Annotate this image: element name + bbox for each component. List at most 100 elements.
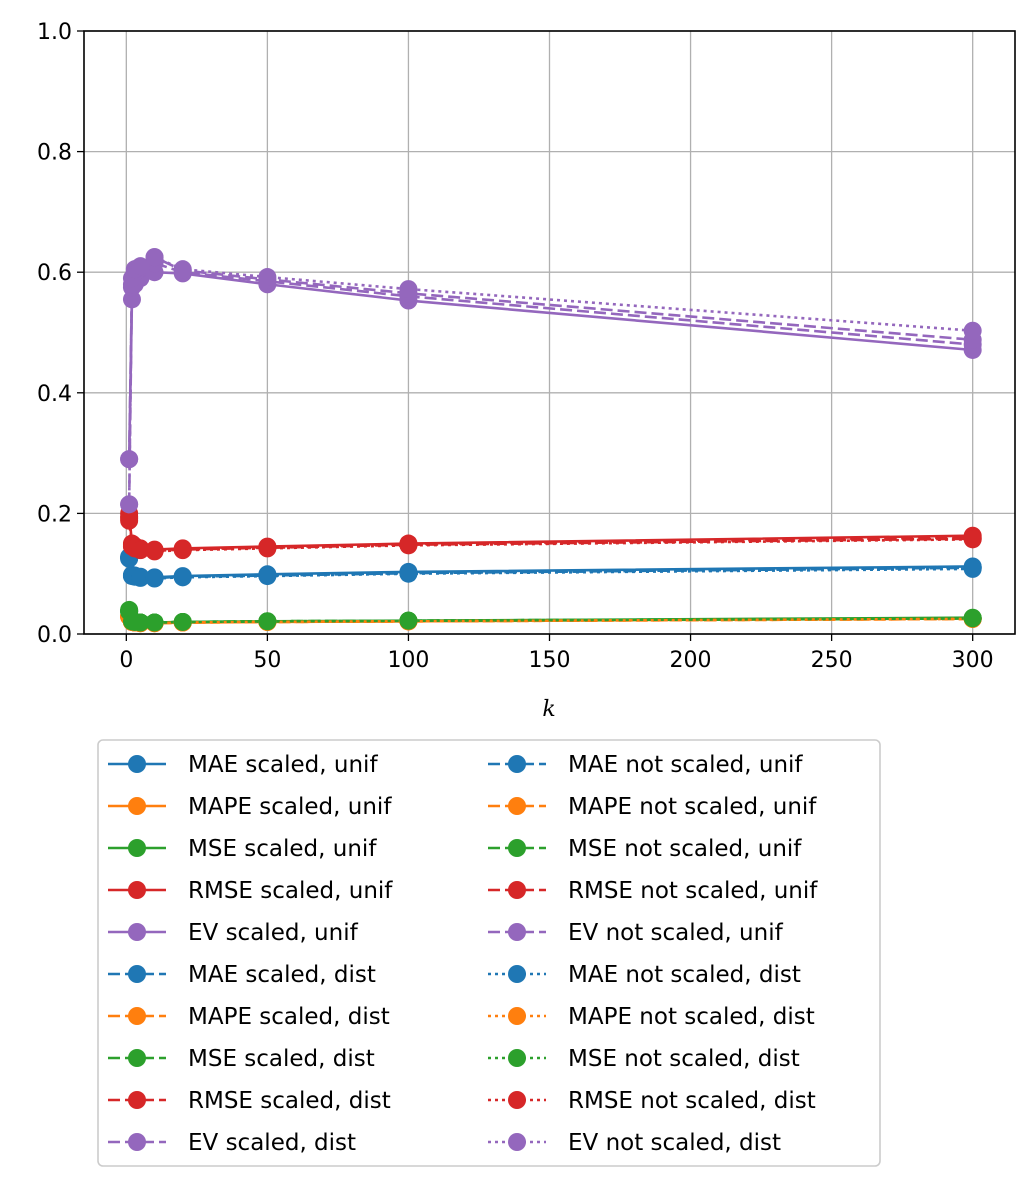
legend-entry: MAPE not scaled, dist bbox=[488, 1004, 815, 1030]
legend-entry: MAPE not scaled, unif bbox=[488, 794, 817, 820]
legend-marker bbox=[508, 755, 526, 773]
legend-entry: EV not scaled, unif bbox=[488, 920, 784, 946]
series-point-17 bbox=[963, 609, 982, 628]
series-point-19 bbox=[173, 260, 192, 279]
legend-label: MSE not scaled, unif bbox=[568, 836, 802, 862]
series-point-19 bbox=[120, 495, 139, 514]
legend-frame bbox=[97, 739, 881, 1167]
legend-label: MAE scaled, unif bbox=[188, 752, 378, 778]
legend-entry: EV scaled, dist bbox=[108, 1130, 356, 1156]
y-tick-label: 0.6 bbox=[37, 261, 72, 286]
series-point-15 bbox=[131, 568, 150, 587]
x-tick-label: 150 bbox=[529, 648, 571, 673]
series-point-19 bbox=[258, 268, 277, 287]
legend-entry: RMSE scaled, unif bbox=[108, 878, 393, 904]
series-point-18 bbox=[120, 511, 139, 530]
x-tick-label: 100 bbox=[387, 648, 429, 673]
legend-entry: MAE not scaled, unif bbox=[488, 752, 803, 778]
legend-marker bbox=[128, 965, 146, 983]
series-point-19 bbox=[131, 257, 150, 276]
legend-marker bbox=[508, 1091, 526, 1109]
series-point-15 bbox=[399, 564, 418, 583]
legend-entry: RMSE not scaled, unif bbox=[488, 878, 818, 904]
legend-label: RMSE scaled, dist bbox=[188, 1088, 391, 1114]
legend-marker bbox=[128, 881, 146, 899]
legend-marker bbox=[128, 755, 146, 773]
series-point-15 bbox=[258, 567, 277, 586]
legend-label: EV not scaled, dist bbox=[568, 1130, 781, 1156]
x-tick-label: 250 bbox=[811, 648, 853, 673]
legend-marker bbox=[508, 1007, 526, 1025]
legend-entry: EV not scaled, dist bbox=[488, 1130, 781, 1156]
legend-label: MAE scaled, dist bbox=[188, 962, 376, 988]
legend-label: MSE not scaled, dist bbox=[568, 1046, 800, 1072]
legend-label: MAPE scaled, unif bbox=[188, 794, 392, 820]
legend-label: RMSE not scaled, dist bbox=[568, 1088, 816, 1114]
y-tick-label: 0.8 bbox=[37, 141, 72, 166]
legend-label: MAPE not scaled, dist bbox=[568, 1004, 815, 1030]
legend-marker bbox=[128, 839, 146, 857]
legend-entry: RMSE scaled, dist bbox=[108, 1088, 391, 1114]
legend-marker bbox=[128, 1133, 146, 1151]
y-tick-label: 0.4 bbox=[37, 382, 72, 407]
legend-marker bbox=[128, 1049, 146, 1067]
legend-marker bbox=[508, 839, 526, 857]
legend-label: RMSE scaled, unif bbox=[188, 878, 393, 904]
legend-entry: MAE scaled, dist bbox=[108, 962, 376, 988]
legend-label: MAE not scaled, unif bbox=[568, 752, 803, 778]
x-tick-label: 50 bbox=[253, 648, 281, 673]
legend-marker bbox=[128, 923, 146, 941]
x-tick-label: 200 bbox=[670, 648, 712, 673]
x-tick-label: 300 bbox=[952, 648, 994, 673]
legend-entry: MAE scaled, unif bbox=[108, 752, 378, 778]
series-point-17 bbox=[173, 612, 192, 631]
legend-entry: MAE not scaled, dist bbox=[488, 962, 801, 988]
legend-marker bbox=[128, 1007, 146, 1025]
series-point-18 bbox=[131, 541, 150, 560]
legend-entry: MSE scaled, unif bbox=[108, 836, 377, 862]
y-tick-label: 0.2 bbox=[37, 502, 72, 527]
x-tick-label: 0 bbox=[119, 648, 133, 673]
series-point-18 bbox=[963, 530, 982, 549]
series-point-17 bbox=[145, 613, 164, 632]
legend-entry: MSE not scaled, dist bbox=[488, 1046, 800, 1072]
legend-label: MSE scaled, dist bbox=[188, 1046, 375, 1072]
legend-entry: EV scaled, unif bbox=[108, 920, 359, 946]
legend-label: EV scaled, dist bbox=[188, 1130, 356, 1156]
series-point-19 bbox=[145, 248, 164, 267]
series-point-17 bbox=[258, 612, 277, 631]
legend-entry: MSE scaled, dist bbox=[108, 1046, 375, 1072]
legend-entry: MSE not scaled, unif bbox=[488, 836, 802, 862]
series-point-18 bbox=[173, 541, 192, 560]
series-line-17 bbox=[127, 611, 973, 624]
x-axis-ticks: 0 50 100 150 200 250 300 bbox=[119, 634, 994, 673]
legend-label: EV scaled, unif bbox=[188, 920, 359, 946]
legend-marker bbox=[128, 1091, 146, 1109]
legend-entry: RMSE not scaled, dist bbox=[488, 1088, 816, 1114]
legend-label: MAPE not scaled, unif bbox=[568, 794, 817, 820]
legend-label: MAE not scaled, dist bbox=[568, 962, 801, 988]
series-point-17 bbox=[131, 613, 150, 632]
series-point-17 bbox=[399, 611, 418, 630]
legend-label: EV not scaled, unif bbox=[568, 920, 784, 946]
legend-label: MSE scaled, unif bbox=[188, 836, 377, 862]
series-point-18 bbox=[258, 539, 277, 558]
legend-marker bbox=[508, 1049, 526, 1067]
series-point-15 bbox=[173, 568, 192, 587]
series-point-15 bbox=[963, 559, 982, 578]
legend-marker bbox=[508, 881, 526, 899]
series-point-14 bbox=[120, 450, 139, 469]
series-point-19 bbox=[399, 280, 418, 299]
series-point-15 bbox=[145, 569, 164, 588]
legend-label: RMSE not scaled, unif bbox=[568, 878, 818, 904]
legend-marker bbox=[508, 965, 526, 983]
legend-entry: MAPE scaled, unif bbox=[108, 794, 392, 820]
series-markers bbox=[120, 248, 982, 633]
y-tick-label: 0.0 bbox=[37, 623, 72, 648]
y-axis-ticks: 0.0 0.2 0.4 0.6 0.8 1.0 bbox=[37, 20, 84, 648]
x-axis-label: k bbox=[542, 697, 555, 722]
legend-entries: MAE scaled, unif MAPE scaled, unif MSE sca… bbox=[108, 752, 818, 1156]
series-line-15 bbox=[127, 558, 973, 580]
legend-entry: MAPE scaled, dist bbox=[108, 1004, 390, 1030]
